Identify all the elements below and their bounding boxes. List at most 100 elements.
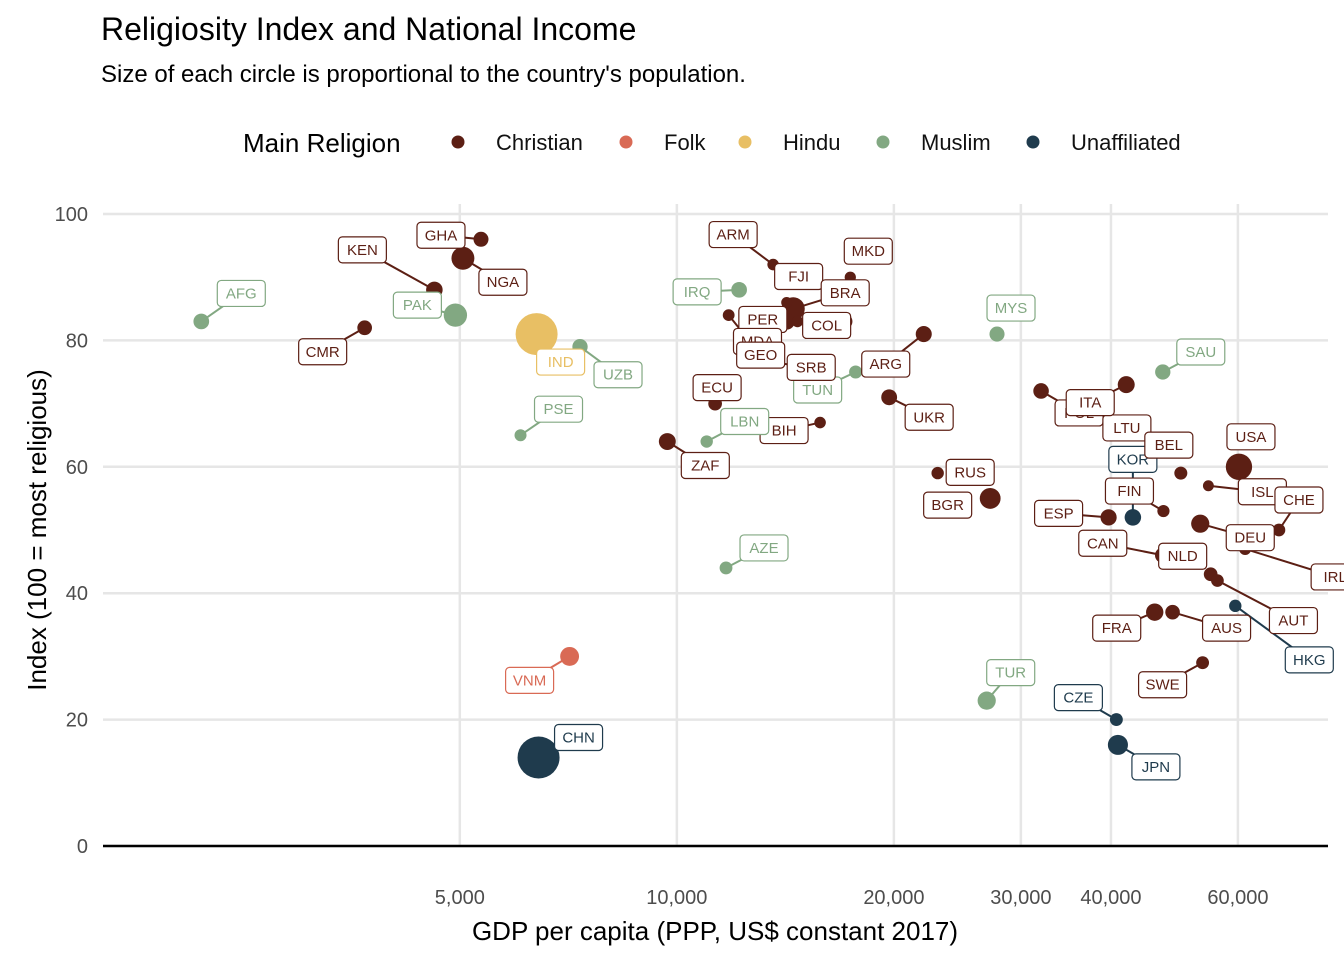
label-fji: FJI (788, 268, 809, 285)
label-box-deu (1225, 524, 1275, 552)
label-che: CHE (1283, 492, 1315, 509)
y-tick-label: 40 (66, 583, 88, 605)
point-aut (1211, 574, 1224, 587)
label-box-nld (1158, 542, 1208, 570)
label-mys: MYS (995, 300, 1028, 317)
label-box-arg (861, 350, 911, 378)
label-hkg: HKG (1293, 652, 1326, 669)
y-tick-label: 0 (77, 836, 88, 858)
label-nld: NLD (1168, 548, 1198, 565)
label-can: CAN (1087, 535, 1119, 552)
label-jpn: JPN (1142, 759, 1170, 776)
legend-label-hindu: Hindu (783, 130, 840, 155)
point-ind (515, 313, 558, 356)
label-irq: IRQ (684, 284, 711, 301)
legend-key-christian (451, 135, 465, 149)
point-chn (517, 736, 560, 779)
point-lbn (700, 435, 713, 448)
label-ecu: ECU (701, 380, 733, 397)
point-cmr (357, 320, 373, 336)
label-box-ken (337, 236, 387, 264)
point-mda (791, 315, 804, 328)
point-geo (722, 309, 735, 322)
label-box-ltu (1102, 414, 1152, 442)
label-usa: USA (1236, 429, 1267, 446)
x-tick-label: 40,000 (1080, 887, 1141, 909)
label-box-swe (1137, 671, 1188, 699)
label-geo: GEO (744, 347, 777, 364)
label-fra: FRA (1102, 620, 1132, 637)
label-lbn: LBN (730, 414, 759, 431)
label-box-gha (416, 221, 466, 249)
label-swe: SWE (1146, 677, 1180, 694)
label-box-mkd (843, 237, 893, 265)
legend-label-unaffiliated: Unaffiliated (1071, 130, 1181, 155)
point-pak (443, 303, 468, 327)
point-hkg (1229, 599, 1242, 613)
label-chn: CHN (562, 730, 595, 747)
data-labels: AFG PAK IND UZB PSE CMR KEN GHA NGA VNM ARM IRQ FJI M… (216, 220, 1344, 781)
point-gha (473, 231, 489, 247)
x-tick-label: 60,000 (1207, 887, 1268, 909)
label-fin: FIN (1117, 483, 1141, 500)
point-fji (781, 297, 793, 308)
y-axis-title: Index (100 = most religious) (22, 369, 52, 691)
label-sau: SAU (1185, 344, 1216, 361)
label-esp: ESP (1044, 505, 1074, 522)
label-box-bra (820, 279, 870, 307)
legend-key-folk (619, 135, 633, 149)
gridlines: 0 20 40 60 80 100 5,000 10,000 20,000 30,000 40,00… (55, 204, 1328, 909)
legend-key-muslim (876, 135, 890, 149)
chart-subtitle: Size of each circle is proportional to t… (101, 61, 746, 88)
y-tick-label: 20 (66, 710, 88, 732)
label-arm: ARM (716, 227, 749, 244)
point-arg (915, 326, 932, 343)
point-bih (814, 416, 826, 429)
point-cze (1109, 713, 1123, 727)
label-box-ita (1065, 389, 1115, 417)
label-gha: GHA (425, 227, 458, 244)
label-box-chn (553, 723, 604, 752)
label-box-fra (1092, 614, 1142, 642)
label-box-tur (986, 659, 1036, 687)
label-box-ukr (904, 403, 954, 431)
point-zaf (658, 433, 676, 450)
point-jpn (1107, 734, 1128, 755)
label-aus: AUS (1211, 620, 1242, 637)
label-box-cmr (298, 338, 348, 366)
label-box-ecu (692, 374, 742, 402)
y-tick-label: 100 (55, 204, 88, 226)
point-bel (1174, 466, 1188, 480)
y-tick-label: 80 (66, 330, 88, 352)
point-aze (719, 561, 733, 575)
point-sau (1155, 364, 1171, 380)
point-tun (849, 365, 863, 379)
label-box-aut (1268, 606, 1319, 635)
label-vnm: VNM (513, 672, 546, 689)
label-box-hkg (1284, 646, 1334, 674)
point-pol (1033, 383, 1049, 399)
label-box-jpn (1131, 753, 1181, 781)
label-box-irl (1310, 563, 1344, 591)
label-cmr: CMR (306, 344, 340, 361)
legend-key-unaffiliated (1026, 135, 1040, 149)
point-swe (1196, 656, 1210, 670)
label-rus: RUS (954, 464, 986, 481)
label-box-pak (392, 291, 442, 319)
point-bgr (931, 466, 944, 480)
legend-label-folk: Folk (664, 130, 707, 155)
point-tur (977, 691, 996, 710)
label-box-srb (786, 353, 836, 381)
label-box-usa (1226, 423, 1276, 451)
point-rus (979, 487, 1001, 509)
label-box-col (802, 311, 852, 340)
label-ltu: LTU (1113, 420, 1140, 437)
label-box-mys (986, 294, 1036, 322)
point-fin (1157, 504, 1170, 518)
label-kor: KOR (1117, 451, 1150, 468)
label-aze: AZE (749, 540, 778, 557)
label-box-can (1078, 529, 1128, 557)
label-ukr: UKR (913, 409, 945, 426)
label-mkd: MKD (852, 243, 886, 260)
